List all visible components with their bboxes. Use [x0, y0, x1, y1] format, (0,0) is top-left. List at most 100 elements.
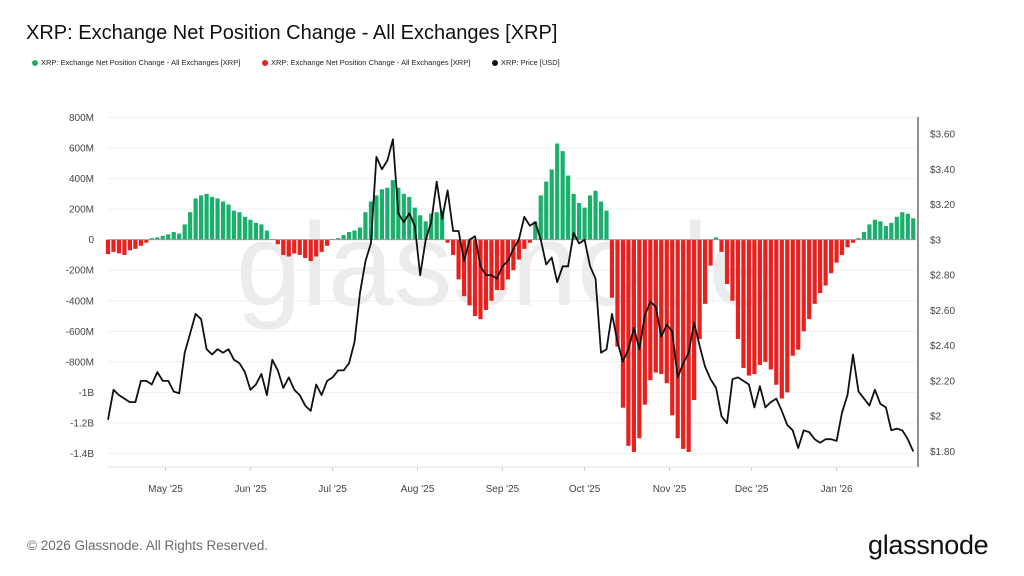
bar-outflow [494, 239, 500, 291]
left-axis: 800M 600M 400M 200M 0 -200M -400M -600M -800M -1B… [66, 113, 95, 460]
bar-outflow [292, 239, 297, 254]
right-axis: $3.60 $3.40 $3.20 $3 $2.80 $2.60 $2.40 $2.20 $2 $… [930, 130, 955, 459]
bar-outflow [138, 239, 143, 246]
bar-outflow [637, 239, 642, 439]
bar-outflow [456, 239, 461, 280]
bar-outflow [741, 239, 746, 368]
y-left-tick-label: 600M [69, 144, 94, 155]
bar-inflow [357, 227, 363, 240]
y-right-tick-label: $3.20 [930, 200, 955, 211]
bar-outflow [122, 239, 127, 255]
y-left-tick-label: 800M [69, 113, 94, 124]
y-right-tick-label: $2.80 [930, 271, 955, 282]
bar-outflow [500, 239, 505, 291]
bar-outflow [516, 239, 521, 260]
bar-inflow [560, 151, 565, 240]
y-left-tick-label: -1.2B [70, 418, 94, 429]
bar-inflow [379, 189, 384, 240]
bar-inflow [401, 193, 406, 240]
bar-inflow [905, 213, 910, 240]
bar-inflow [352, 230, 357, 240]
bar-inflow [429, 213, 434, 240]
legend-item-price[interactable]: XRP: Price [USD] [492, 58, 560, 67]
legend-item-inflow[interactable]: XRP: Exchange Net Position Change - All … [32, 58, 240, 67]
bar-inflow [264, 230, 269, 240]
bar-inflow [204, 193, 209, 240]
bar-inflow [335, 238, 341, 240]
bar-inflow [872, 219, 878, 240]
bar-outflow [478, 239, 483, 320]
bar-inflow [582, 207, 587, 240]
y-right-tick-label: $3.40 [930, 165, 955, 176]
copyright-footer: © 2026 Glassnode. All Rights Reserved. [27, 538, 269, 553]
bar-outflow [467, 239, 472, 306]
bar-outflow [763, 239, 768, 362]
bar-inflow [220, 201, 226, 240]
bar-inflow [390, 180, 395, 240]
y-right-tick-label: $2.60 [930, 306, 955, 317]
x-tick-label: Dec '25 [735, 484, 769, 495]
bar-outflow [801, 239, 806, 332]
bar-inflow [533, 221, 538, 240]
bar-inflow [346, 232, 352, 240]
bar-outflow [746, 239, 752, 376]
bar-outflow [724, 239, 730, 284]
bar-inflow [253, 222, 259, 240]
bar-outflow [631, 239, 636, 452]
x-tick-label: Jul '25 [318, 484, 347, 495]
bar-inflow [894, 216, 899, 240]
bar-outflow [845, 239, 850, 248]
y-right-tick-label: $2 [930, 412, 942, 423]
y-left-tick-label: 0 [88, 235, 94, 246]
bar-inflow [149, 238, 154, 240]
bar-inflow [215, 198, 220, 240]
bar-inflow [385, 187, 390, 240]
bar-outflow [812, 239, 817, 304]
legend-label: XRP: Exchange Net Position Change - All … [271, 58, 471, 67]
bar-outflow [828, 239, 834, 274]
bar-inflow [193, 198, 198, 240]
bar-inflow [171, 232, 176, 240]
bar-inflow [856, 238, 861, 240]
bar-inflow [900, 212, 905, 240]
glassnode-logo: glassnode [868, 530, 989, 560]
bar-inflow [259, 224, 264, 240]
bar-outflow [511, 239, 516, 271]
legend-item-outflow[interactable]: XRP: Exchange Net Position Change - All … [262, 58, 470, 67]
bar-outflow [325, 239, 330, 246]
bar-outflow [839, 239, 845, 255]
bar-outflow [461, 239, 467, 297]
bar-inflow [374, 195, 379, 240]
bar-outflow [807, 239, 812, 320]
bar-outflow [308, 239, 313, 262]
bar-inflow [571, 193, 576, 240]
legend-dot-green-icon [32, 59, 38, 66]
bar-inflow [248, 219, 253, 240]
bar-outflow [144, 239, 149, 243]
bar-inflow [587, 195, 593, 240]
bar-outflow [752, 239, 757, 375]
bar-outflow [111, 239, 116, 252]
y-left-tick-label: -400M [66, 296, 94, 307]
bar-outflow [790, 239, 795, 356]
bar-inflow [199, 195, 204, 240]
bar-inflow [177, 233, 182, 240]
bar-outflow [281, 239, 286, 255]
bar-inflow [604, 210, 609, 240]
y-right-tick-label: $1.80 [930, 447, 955, 458]
bar-inflow [418, 215, 423, 240]
bar-outflow [303, 239, 308, 259]
bar-outflow [116, 239, 122, 254]
bar-outflow [659, 239, 664, 375]
y-left-tick-label: 200M [69, 205, 94, 216]
bar-inflow [242, 216, 248, 240]
bar-inflow [878, 221, 883, 240]
bar-inflow [593, 190, 598, 240]
y-left-tick-label: -200M [66, 266, 94, 277]
bar-inflow [538, 195, 543, 240]
bar-outflow [823, 239, 828, 286]
bar-inflow [166, 234, 171, 240]
bar-inflow [549, 169, 554, 240]
bar-inflow [341, 235, 346, 240]
bar-outflow [314, 239, 319, 257]
